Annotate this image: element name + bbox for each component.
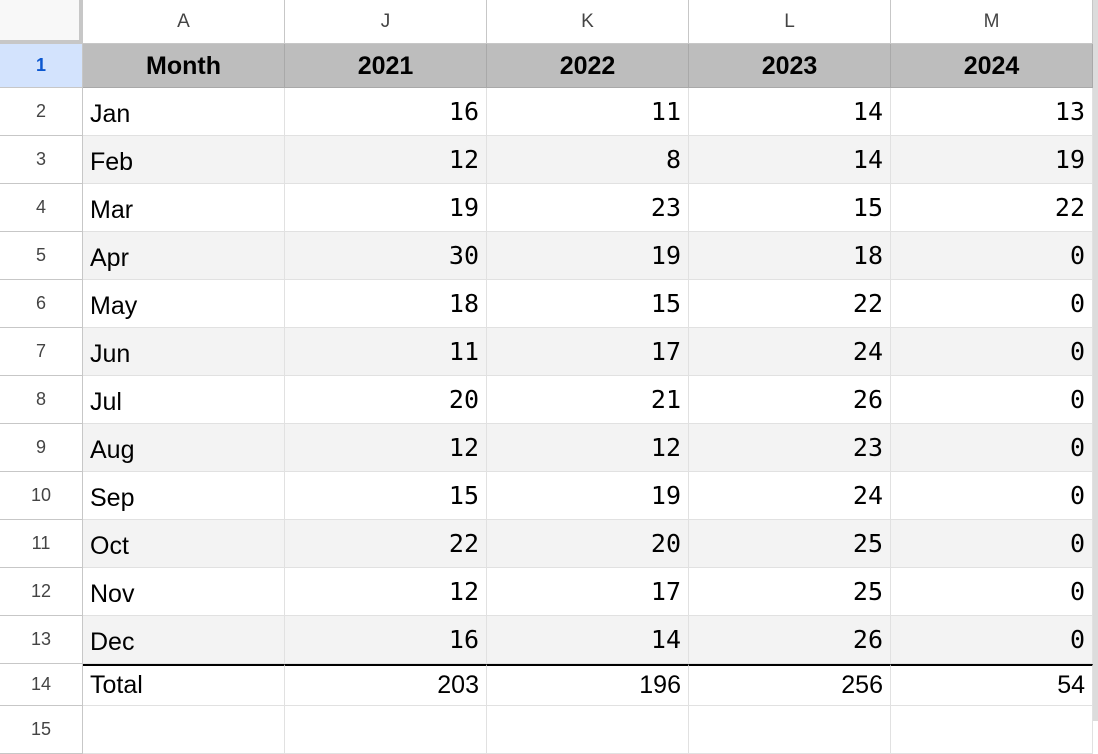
value-cell[interactable]: 16 bbox=[285, 616, 487, 664]
value-cell[interactable]: 14 bbox=[487, 616, 689, 664]
row-number[interactable]: 3 bbox=[0, 136, 83, 184]
value-cell[interactable]: 17 bbox=[487, 568, 689, 616]
header-cell[interactable]: 2021 bbox=[285, 44, 487, 88]
empty-cell[interactable] bbox=[285, 706, 487, 754]
value-cell[interactable]: 20 bbox=[487, 520, 689, 568]
month-cell[interactable]: Jun bbox=[83, 328, 285, 376]
value-cell[interactable]: 23 bbox=[487, 184, 689, 232]
row-number[interactable]: 4 bbox=[0, 184, 83, 232]
value-cell[interactable]: 12 bbox=[487, 424, 689, 472]
month-cell[interactable]: Feb bbox=[83, 136, 285, 184]
value-cell[interactable]: 11 bbox=[487, 88, 689, 136]
total-cell[interactable]: 203 bbox=[285, 664, 487, 706]
row-number[interactable]: 14 bbox=[0, 664, 83, 706]
month-cell[interactable]: May bbox=[83, 280, 285, 328]
value-cell[interactable]: 0 bbox=[891, 520, 1093, 568]
month-cell[interactable]: Dec bbox=[83, 616, 285, 664]
value-cell[interactable]: 26 bbox=[689, 616, 891, 664]
row-number[interactable]: 2 bbox=[0, 88, 83, 136]
value-cell[interactable]: 13 bbox=[891, 88, 1093, 136]
value-cell[interactable]: 12 bbox=[285, 424, 487, 472]
value-cell[interactable]: 24 bbox=[689, 472, 891, 520]
value-cell[interactable]: 25 bbox=[689, 520, 891, 568]
month-cell[interactable]: Apr bbox=[83, 232, 285, 280]
value-cell[interactable]: 22 bbox=[891, 184, 1093, 232]
value-cell[interactable]: 8 bbox=[487, 136, 689, 184]
column-header[interactable]: A bbox=[83, 0, 285, 44]
row-number[interactable]: 1 bbox=[0, 44, 83, 88]
header-cell[interactable]: 2024 bbox=[891, 44, 1093, 88]
header-cell[interactable]: 2023 bbox=[689, 44, 891, 88]
value-cell[interactable]: 22 bbox=[285, 520, 487, 568]
value-cell[interactable]: 15 bbox=[487, 280, 689, 328]
total-label[interactable]: Total bbox=[83, 664, 285, 706]
row-number[interactable]: 10 bbox=[0, 472, 83, 520]
column-header[interactable]: L bbox=[689, 0, 891, 44]
value-cell[interactable]: 26 bbox=[689, 376, 891, 424]
header-cell[interactable]: 2022 bbox=[487, 44, 689, 88]
column-header[interactable]: M bbox=[891, 0, 1093, 44]
value-cell[interactable]: 0 bbox=[891, 280, 1093, 328]
month-cell[interactable]: Nov bbox=[83, 568, 285, 616]
value-cell[interactable]: 19 bbox=[487, 232, 689, 280]
value-cell[interactable]: 14 bbox=[689, 88, 891, 136]
empty-cell[interactable] bbox=[891, 706, 1093, 754]
value-cell[interactable]: 21 bbox=[487, 376, 689, 424]
column-header[interactable]: J bbox=[285, 0, 487, 44]
value-cell[interactable]: 18 bbox=[285, 280, 487, 328]
value-cell[interactable]: 24 bbox=[689, 328, 891, 376]
month-cell[interactable]: Aug bbox=[83, 424, 285, 472]
value-cell[interactable]: 0 bbox=[891, 472, 1093, 520]
empty-cell[interactable] bbox=[487, 706, 689, 754]
row-number[interactable]: 12 bbox=[0, 568, 83, 616]
row-number[interactable]: 7 bbox=[0, 328, 83, 376]
value-cell[interactable]: 12 bbox=[285, 568, 487, 616]
row-number[interactable]: 9 bbox=[0, 424, 83, 472]
value-cell[interactable]: 0 bbox=[891, 328, 1093, 376]
value-cell[interactable]: 19 bbox=[891, 136, 1093, 184]
value-cell[interactable]: 18 bbox=[689, 232, 891, 280]
row-number[interactable]: 5 bbox=[0, 232, 83, 280]
value-cell[interactable]: 16 bbox=[285, 88, 487, 136]
empty-cell[interactable] bbox=[689, 706, 891, 754]
total-cell[interactable]: 256 bbox=[689, 664, 891, 706]
month-cell[interactable]: Mar bbox=[83, 184, 285, 232]
value-cell[interactable]: 0 bbox=[891, 376, 1093, 424]
empty-cell[interactable] bbox=[83, 706, 285, 754]
value-cell[interactable]: 30 bbox=[285, 232, 487, 280]
value-cell[interactable]: 15 bbox=[689, 184, 891, 232]
value-cell[interactable]: 0 bbox=[891, 232, 1093, 280]
value-cell[interactable]: 17 bbox=[487, 328, 689, 376]
header-cell[interactable]: Month bbox=[83, 44, 285, 88]
row-number[interactable]: 15 bbox=[0, 706, 83, 754]
value-cell[interactable]: 11 bbox=[285, 328, 487, 376]
month-cell[interactable]: Oct bbox=[83, 520, 285, 568]
value-cell[interactable]: 0 bbox=[891, 424, 1093, 472]
value-cell[interactable]: 14 bbox=[689, 136, 891, 184]
value-cell[interactable]: 0 bbox=[891, 568, 1093, 616]
scrollbar-edge bbox=[1093, 0, 1098, 721]
value-cell[interactable]: 20 bbox=[285, 376, 487, 424]
value-cell[interactable]: 15 bbox=[285, 472, 487, 520]
value-cell[interactable]: 0 bbox=[891, 616, 1093, 664]
row-number[interactable]: 11 bbox=[0, 520, 83, 568]
value-cell[interactable]: 19 bbox=[487, 472, 689, 520]
value-cell[interactable]: 19 bbox=[285, 184, 487, 232]
column-header[interactable]: K bbox=[487, 0, 689, 44]
value-cell[interactable]: 23 bbox=[689, 424, 891, 472]
select-all-corner[interactable] bbox=[0, 0, 83, 44]
value-cell[interactable]: 22 bbox=[689, 280, 891, 328]
month-cell[interactable]: Sep bbox=[83, 472, 285, 520]
row-number[interactable]: 8 bbox=[0, 376, 83, 424]
value-cell[interactable]: 12 bbox=[285, 136, 487, 184]
row-number[interactable]: 6 bbox=[0, 280, 83, 328]
value-cell[interactable]: 25 bbox=[689, 568, 891, 616]
total-cell[interactable]: 54 bbox=[891, 664, 1093, 706]
row-number[interactable]: 13 bbox=[0, 616, 83, 664]
month-cell[interactable]: Jan bbox=[83, 88, 285, 136]
month-cell[interactable]: Jul bbox=[83, 376, 285, 424]
total-cell[interactable]: 196 bbox=[487, 664, 689, 706]
